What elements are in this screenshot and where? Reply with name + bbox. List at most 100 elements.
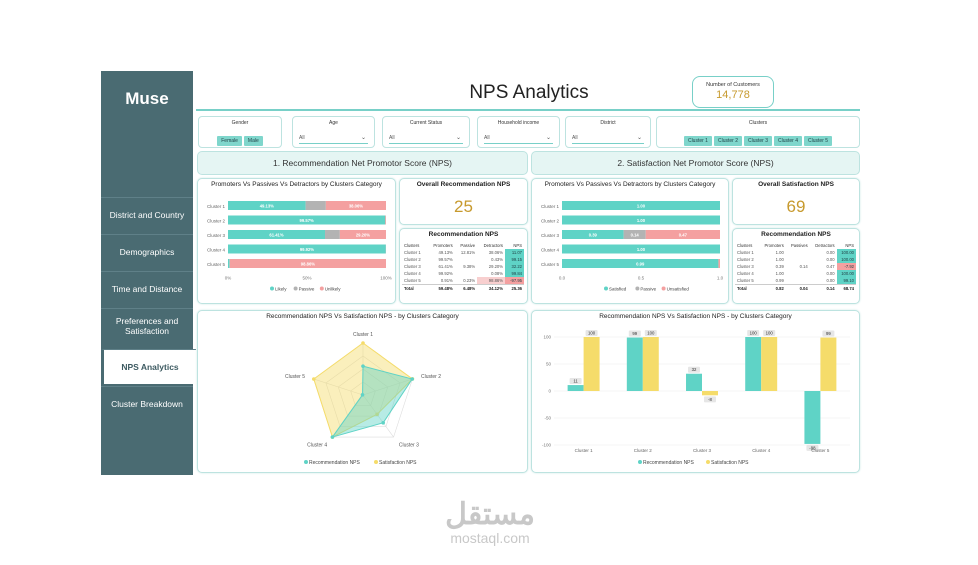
radar-axis-label: Cluster 2 [421,374,441,380]
table-header: Clusters [737,243,753,248]
table-cell: 0.43% [491,257,503,262]
table-row: Cluster 3 61.41% 9.38% 29.20% 32.22 [402,263,524,270]
radar-grid-ring [337,368,389,417]
nav-district-country[interactable]: District and Country [101,197,193,232]
table-total-cell: 25.36 [504,284,524,292]
table-cell [786,256,810,263]
legend-marker [304,460,308,464]
kpi-customers-value: 14,778 [716,89,750,101]
slicer-age: Age All ⌄ [292,116,375,148]
table-header: Promoters [433,243,453,248]
radar-point [361,341,365,345]
table-row: Cluster 2 99.57% 0.43% 99.15 [402,256,524,263]
nav-time-distance[interactable]: Time and Distance [101,271,193,306]
income-dropdown-value: All [484,135,490,141]
category-label: Cluster 5 [541,262,560,267]
slicer-gender: Gender Female Male [198,116,282,148]
category-label: Cluster 4 [207,248,226,253]
table-cell [786,270,810,277]
table-cell: 1.00 [775,271,784,276]
table-cell [786,249,810,256]
radar-spoke [362,378,413,396]
radar-grid-ring [350,381,376,406]
x-tick-label: 0% [225,276,232,281]
column-bar [583,337,600,391]
table-cell: 0.47 [826,264,835,269]
table-cell: 0.23% [463,278,476,283]
slicer-income-label: Household income [497,120,540,126]
sat-nps-card: Overall Satisfaction NPS 69 [732,178,860,225]
bar-data-label: 49.13% [260,204,274,209]
cluster-chip-1[interactable]: Cluster 1 [683,136,712,146]
legend-label: Recommendation NPS [643,460,695,466]
sat-table-title: Recommendation NPS [761,231,831,238]
category-label: Cluster 2 [207,219,226,224]
column-panel: Recommendation NPS Vs Satisfaction NPS -… [531,310,860,473]
x-category-label: Cluster 2 [634,448,653,453]
cluster-chip-3[interactable]: Cluster 3 [743,136,772,146]
y-tick-label: -100 [542,443,552,448]
bar-segment [718,259,720,268]
income-dropdown[interactable]: All ⌄ [484,134,553,144]
age-dropdown[interactable]: All ⌄ [299,134,368,144]
data-label: 32 [692,367,697,372]
rec-stacked-bar-title: Promoters Vs Passives Vs Detractors by C… [211,181,382,188]
cluster-chip-2[interactable]: Cluster 2 [713,136,742,146]
rec-nps-value: 25 [454,197,473,216]
sidebar: Muse District and Country Demographics T… [101,71,196,475]
slicer-status-label: Current Status [409,120,443,126]
bar-data-label: 1.00 [637,247,646,252]
category-label: Cluster 1 [207,204,226,209]
nav-demographics[interactable]: Demographics [101,234,193,269]
nav-nps-analytics[interactable]: NPS Analytics [101,349,196,384]
data-label-box [644,330,657,336]
bar-data-label: 29.20% [356,233,370,238]
category-label: Cluster 5 [207,262,226,267]
table-total-cell: 34.12% [477,284,505,292]
table-total-row: Total 0.82 0.04 0.14 68.74 [735,284,856,292]
legend-label: Recommendation NPS [309,460,361,466]
table-total-cell: 68.74 [836,284,856,292]
table-cell: 0.08% [491,271,503,276]
data-label: 100 [750,331,758,336]
cluster-chip-5[interactable]: Cluster 5 [804,136,833,146]
table-total-cell: 6.48% [454,284,478,292]
cluster-chip-4[interactable]: Cluster 4 [774,136,803,146]
radar-axis-label: Cluster 1 [353,332,373,338]
column-bar [567,385,584,391]
district-dropdown[interactable]: All ⌄ [572,134,644,144]
slicer-household-income: Household income All ⌄ [477,116,560,148]
column-bar [642,337,659,391]
gender-chip-female[interactable]: Female [217,136,242,146]
table-header: Passives [790,243,808,248]
table-cell: 99.15 [504,256,524,263]
bar-data-label: 0.99 [636,262,645,267]
y-tick-label: 100 [543,335,551,340]
title-divider [196,109,860,111]
legend-label: Passive [640,287,656,292]
bar-segment [385,215,386,225]
kpi-customers-card: Number of Customers 14,778 [692,76,774,108]
nav-preferences-satisfaction[interactable]: Preferences and Satisfaction [101,308,193,343]
column-bar [745,337,762,391]
table-cell: 12.81% [460,250,476,255]
x-tick-label: 1.0 [717,276,724,281]
table-cell: 99.92% [438,271,453,276]
table-cell: 61.41% [438,264,453,269]
status-dropdown[interactable]: All ⌄ [389,134,463,144]
table-cell: 29.20% [488,264,503,269]
nav-cluster-breakdown[interactable]: Cluster Breakdown [101,386,193,421]
table-cell: 9.38% [463,264,476,269]
chevron-down-icon: ⌄ [360,135,366,141]
data-label: 100 [588,331,596,336]
radar-axis-label: Cluster 4 [307,442,327,448]
data-label-box [703,396,716,403]
bar-data-label: 38.06% [349,204,363,209]
gender-chip-male[interactable]: Male [243,136,263,146]
x-category-label: Cluster 3 [693,448,712,453]
table-cell: 1.00 [775,250,784,255]
data-label: -8 [708,397,712,402]
legend-label: Unsatisfied [667,287,690,292]
rec-nps-table-panel: Recommendation NPS Clusters Promoters Pass… [399,228,528,304]
slicer-clusters-label: Clusters [748,120,768,126]
